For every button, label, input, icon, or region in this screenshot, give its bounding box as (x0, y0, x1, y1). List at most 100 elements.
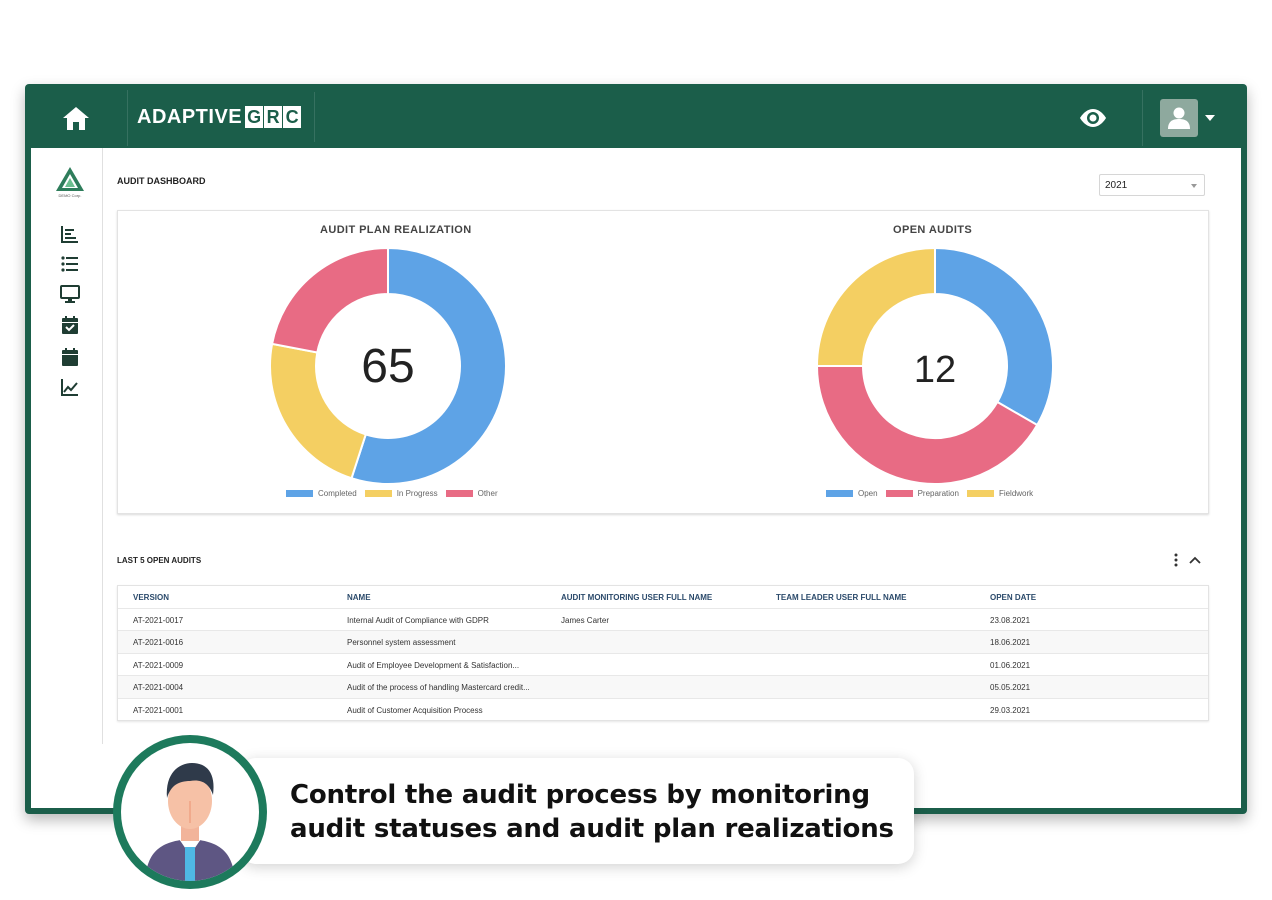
callout-line: Control the audit process by monitoring (290, 780, 870, 810)
eye-icon (1080, 109, 1106, 127)
more-vertical-icon (1174, 553, 1178, 567)
donut-center-value: 12 (914, 349, 956, 391)
open-date-cell: 01.06.2021 (990, 660, 1031, 670)
home-icon (63, 107, 89, 130)
chart-title: AUDIT PLAN REALIZATION (320, 224, 472, 236)
donut-slice-other[interactable] (270, 246, 389, 354)
person-avatar-badge (113, 735, 267, 889)
line-chart-icon (61, 379, 78, 396)
sidebar-item-completed[interactable] (60, 315, 80, 335)
donut-slice-open[interactable] (934, 246, 1054, 427)
brand-letter: C (283, 106, 302, 128)
open-date-cell: 23.08.2021 (990, 615, 1031, 625)
donut-slice-fieldwork[interactable] (815, 246, 936, 367)
open-date-cell: 29.03.2021 (990, 706, 1031, 715)
chart-title: OPEN AUDITS (893, 224, 973, 236)
year-select-value: 2021 (1105, 180, 1128, 191)
home-button[interactable] (25, 90, 128, 146)
callout-text: Control the audit process by monitoring … (290, 778, 894, 846)
calendar-icon (62, 348, 78, 366)
table-row[interactable]: AT-2021-0017 Internal Audit of Complianc… (118, 609, 1208, 632)
legend-swatch (286, 490, 313, 497)
open-audits-table: VERSION NAME AUDIT MONITORING USER FULL … (117, 585, 1209, 721)
column-header[interactable]: OPEN DATE (990, 593, 1037, 602)
sidebar: DEMO Corp. (31, 148, 103, 744)
app-content: DEMO Corp. (31, 148, 1241, 808)
table-row[interactable]: AT-2021-0016 Personnel system assessment… (118, 631, 1208, 654)
brand-logo[interactable]: ADAPTIVE G R C (137, 92, 316, 142)
column-header[interactable]: TEAM LEADER USER FULL NAME (776, 593, 907, 602)
audit-plan-donut-chart: 65 (269, 246, 507, 485)
name-cell: Audit of Customer Acquisition Process (347, 706, 483, 715)
monitoring-user-cell: James Carter (561, 615, 610, 625)
version-cell: AT-2021-0017 (133, 615, 184, 625)
column-header[interactable]: VERSION (133, 593, 170, 602)
app-window: ADAPTIVE G R C (25, 84, 1247, 814)
table-row[interactable]: AT-2021-0009 Audit of Employee Developme… (118, 654, 1208, 677)
chevron-down-icon (1205, 115, 1215, 121)
preview-button[interactable] (1077, 106, 1113, 130)
chart-legend: Completed In Progress Other (286, 489, 506, 498)
brand-word: ADAPTIVE (137, 105, 243, 128)
top-navigation-bar: ADAPTIVE G R C (25, 84, 1247, 148)
legend-item[interactable]: Preparation (885, 489, 959, 498)
legend-label: Open (858, 489, 878, 498)
table-title: LAST 5 OPEN AUDITS (117, 556, 202, 565)
name-cell: Personnel system assessment (347, 638, 456, 648)
main-content: AUDIT DASHBOARD 2021 AUDIT PLAN REALIZAT… (117, 148, 1233, 808)
charts-panel: AUDIT PLAN REALIZATION 65 Completed In Pr… (117, 210, 1209, 514)
table-options-button[interactable] (1169, 552, 1183, 568)
user-menu[interactable] (1142, 90, 1247, 146)
bar-chart-icon (61, 226, 78, 243)
legend-item[interactable]: In Progress (364, 489, 438, 498)
chart-legend: Open Preparation Fieldwork (826, 489, 1041, 498)
sidebar-item-list[interactable] (60, 254, 80, 274)
column-header[interactable]: NAME (347, 593, 371, 602)
calendar-check-icon (62, 316, 78, 334)
donut-center-value: 65 (361, 340, 414, 393)
monitor-icon (60, 285, 80, 303)
brand-letter: G (245, 106, 264, 128)
sidebar-item-reports[interactable] (60, 224, 80, 244)
open-date-cell: 05.05.2021 (990, 683, 1031, 693)
version-cell: AT-2021-0016 (133, 638, 184, 648)
table-row[interactable]: AT-2021-0001 Audit of Customer Acquisiti… (118, 699, 1208, 722)
list-icon (61, 256, 78, 272)
legend-swatch (885, 490, 913, 497)
callout-banner: Control the audit process by monitoring … (240, 758, 914, 864)
name-cell: Audit of the process of handling Masterc… (347, 683, 530, 693)
person-icon (145, 763, 235, 881)
callout-line: audit statuses and audit plan realizatio… (290, 814, 894, 844)
sidebar-item-calendar[interactable] (60, 347, 80, 367)
legend-label: Fieldwork (998, 489, 1034, 498)
legend-swatch (966, 490, 994, 497)
legend-label: In Progress (396, 489, 438, 498)
donut-slice-completed[interactable] (350, 246, 507, 485)
legend-item[interactable]: Completed (286, 489, 357, 498)
legend-swatch (364, 490, 392, 497)
donut-slice-in-progress[interactable] (269, 342, 368, 480)
org-logo-icon (56, 167, 84, 191)
legend-label: Preparation (917, 489, 959, 498)
sidebar-item-analytics[interactable] (60, 377, 80, 397)
legend-item[interactable]: Open (826, 489, 878, 498)
collapse-button[interactable] (1187, 552, 1203, 568)
legend-item[interactable]: Other (445, 489, 498, 498)
table-header-row: VERSION NAME AUDIT MONITORING USER FULL … (118, 586, 1208, 609)
donut-slice-preparation[interactable] (815, 365, 1039, 485)
brand-letters: G R C (245, 106, 302, 128)
legend-item[interactable]: Fieldwork (966, 489, 1034, 498)
user-avatar-icon (1160, 99, 1198, 137)
column-header[interactable]: AUDIT MONITORING USER FULL NAME (561, 593, 713, 602)
sidebar-item-monitor[interactable] (60, 284, 80, 304)
legend-swatch (826, 490, 853, 497)
org-name: DEMO Corp. (58, 193, 82, 198)
legend-label: Completed (318, 489, 357, 498)
version-cell: AT-2021-0001 (133, 706, 184, 715)
year-select[interactable]: 2021 (1099, 174, 1205, 196)
org-logo[interactable]: DEMO Corp. (51, 166, 89, 198)
version-cell: AT-2021-0009 (133, 660, 184, 670)
brand-letter: R (264, 106, 283, 128)
table-row[interactable]: AT-2021-0004 Audit of the process of han… (118, 676, 1208, 699)
person-illustration (121, 743, 259, 881)
